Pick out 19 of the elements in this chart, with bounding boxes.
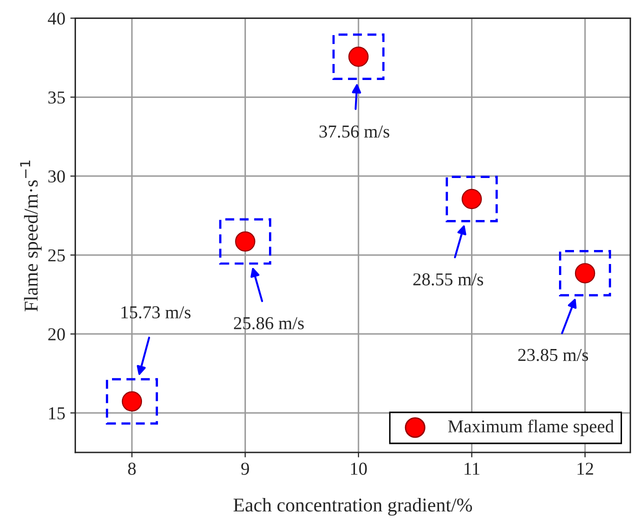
x-tick-label: 11 <box>464 462 480 475</box>
x-tick-label: 9 <box>241 462 249 475</box>
annotation: 23.85 m/s <box>518 348 588 362</box>
x-axis-title: Each concentration gradient/% <box>234 498 472 516</box>
annotation: 15.73 m/s <box>122 306 190 318</box>
y-tick-label: 25 <box>48 249 65 262</box>
annotation: 28.55 m/s <box>413 273 484 286</box>
annotation: 25.86 m/s <box>234 317 304 330</box>
y-tick-label: 15 <box>49 407 65 420</box>
x-tick-label: 8 <box>128 462 136 475</box>
annotation: 37.56 m/s <box>320 126 390 138</box>
x-tick-label: 10 <box>351 462 367 475</box>
y-tick-label: 20 <box>48 328 65 340</box>
y-tick-label: 35 <box>48 91 65 104</box>
y-tick-label: 40 <box>48 12 65 25</box>
y-axis-title: Flame speed/m·s$^{−1}$ <box>20 160 42 312</box>
legend-label: Maximum flame speed <box>448 420 614 436</box>
y-tick-label: 30 <box>48 170 65 183</box>
x-tick-label: 12 <box>578 462 594 475</box>
